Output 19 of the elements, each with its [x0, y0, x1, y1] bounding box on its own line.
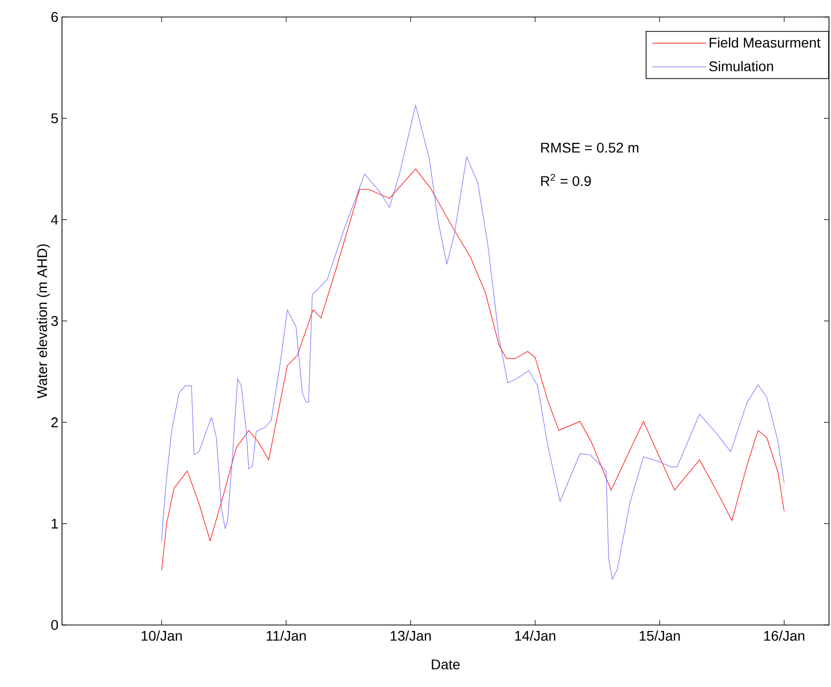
annotation: R$^{2}$ = 0.9: [541, 174, 591, 186]
x-tick-label: 11/Jan: [266, 630, 306, 641]
x-tick-label: 14/Jan: [515, 630, 556, 641]
x-tick-label: 16/Jan: [764, 630, 804, 641]
y-tick-label: 1: [52, 518, 58, 528]
annotation: RMSE = 0.52 m: [541, 142, 638, 153]
y-tick-label: 5: [51, 113, 58, 124]
y-tick-label: 4: [51, 214, 58, 224]
legend-label: Simulation: [709, 60, 774, 72]
y-tick-label: 3: [51, 316, 58, 326]
x-axis-title: Date: [432, 660, 460, 670]
y-axis-title: Water elevation (m AHD): [36, 244, 50, 398]
y-tick-label: 0: [51, 620, 58, 630]
x-tick-label: 15/Jan: [640, 630, 680, 641]
x-tick-label: 13/Jan: [390, 630, 431, 641]
x-tick-label: 10/Jan: [142, 630, 182, 641]
legend-label: Field Measurment: [710, 37, 820, 48]
y-tick-label: 2: [51, 417, 58, 428]
y-tick-label: 6: [51, 12, 58, 22]
